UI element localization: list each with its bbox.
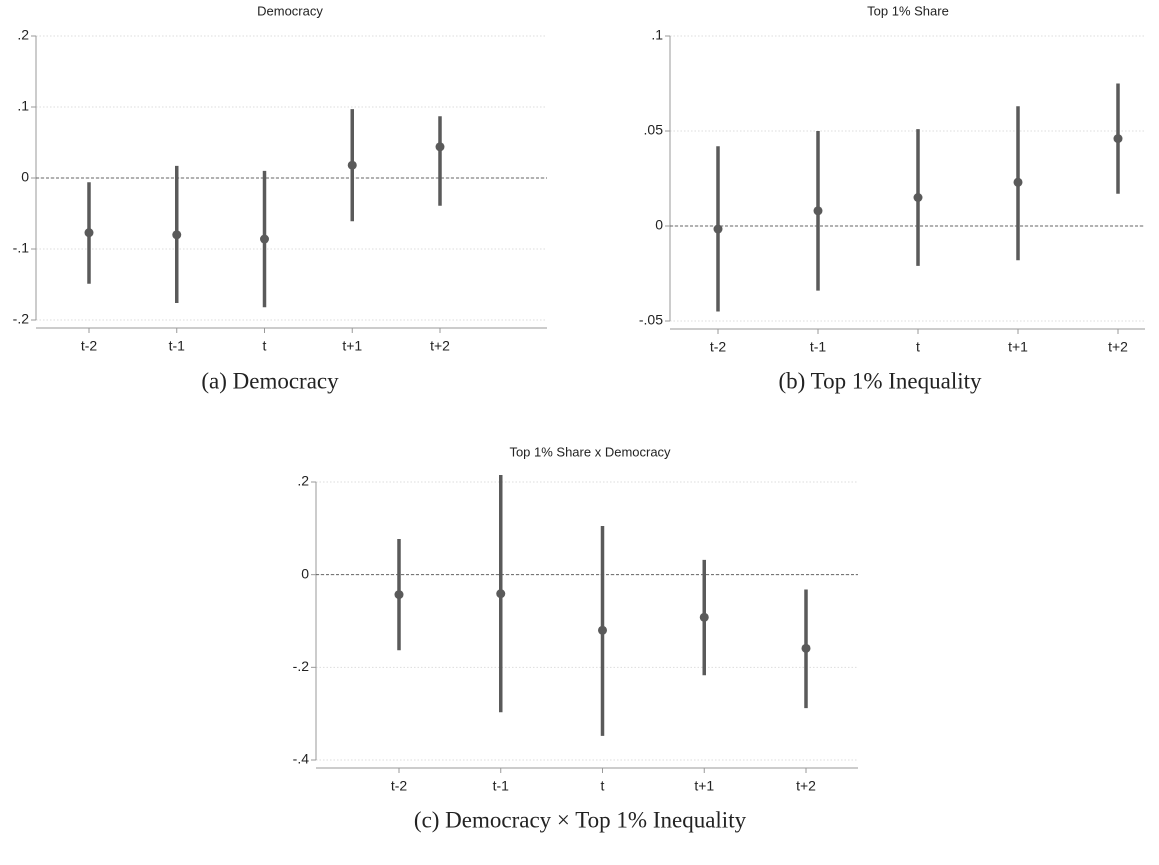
point: [347, 160, 357, 170]
x-tick-label: t+1: [1008, 339, 1028, 355]
x-tick-label: t+2: [796, 778, 816, 794]
point: [172, 230, 182, 240]
y-tick-label: .2: [297, 473, 309, 489]
point: [496, 589, 506, 599]
x-tick-label: t-2: [81, 338, 98, 354]
y-tick-label: .05: [644, 122, 664, 138]
x-tick-label: t-1: [810, 339, 827, 355]
point: [1013, 177, 1023, 187]
x-tick-label: t+1: [342, 338, 362, 354]
x-tick-label: t-1: [493, 778, 510, 794]
x-tick-label: t-2: [391, 778, 408, 794]
point: [699, 612, 709, 622]
chart-title: Top 1% Share x Democracy: [509, 444, 671, 459]
y-tick-label: -.05: [639, 312, 663, 328]
y-tick-label: .1: [651, 27, 663, 43]
point: [1113, 134, 1123, 144]
x-tick-label: t+2: [1108, 339, 1128, 355]
chart-title: Democracy: [257, 3, 323, 18]
y-tick-label: 0: [301, 565, 309, 581]
caption: (c) Democracy × Top 1% Inequality: [414, 807, 747, 832]
point: [813, 206, 823, 216]
x-tick-label: t: [916, 339, 920, 355]
point: [84, 228, 94, 238]
point: [435, 142, 445, 152]
caption: (a) Democracy: [201, 368, 339, 393]
y-tick-label: .1: [17, 98, 29, 114]
x-tick-label: t+2: [430, 338, 450, 354]
chart-title: Top 1% Share: [867, 3, 949, 18]
y-tick-label: 0: [655, 217, 663, 233]
y-tick-label: -.2: [13, 311, 30, 327]
point: [801, 643, 811, 653]
x-tick-label: t: [601, 778, 605, 794]
y-tick-label: -.2: [293, 658, 310, 674]
y-tick-label: .2: [17, 27, 29, 43]
x-tick-label: t+1: [694, 778, 714, 794]
point: [260, 234, 269, 244]
y-tick-label: -.4: [293, 751, 310, 767]
point: [913, 193, 923, 202]
point: [713, 224, 723, 234]
x-tick-label: t-2: [710, 339, 727, 355]
y-tick-label: -.1: [13, 240, 30, 256]
point: [394, 590, 404, 600]
caption: (b) Top 1% Inequality: [778, 368, 982, 393]
point: [598, 625, 607, 635]
x-tick-label: t-1: [169, 338, 186, 354]
y-tick-label: 0: [21, 169, 29, 185]
x-tick-label: t: [263, 338, 267, 354]
